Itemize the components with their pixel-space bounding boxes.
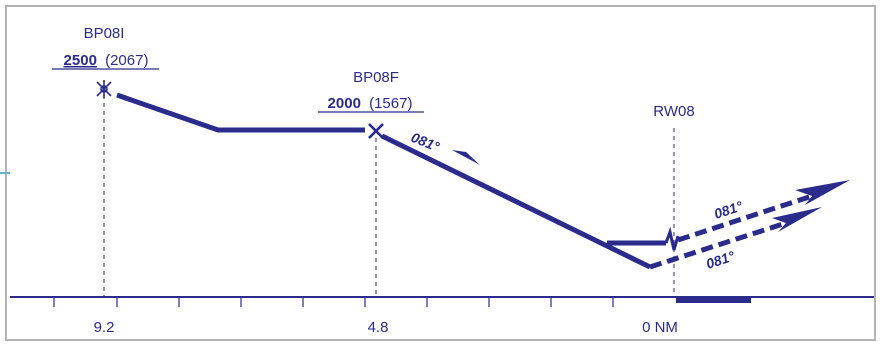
threshold-zigzag-icon [664, 226, 680, 251]
if-msa: (2067) [105, 52, 148, 69]
final-fix-icon [368, 123, 384, 139]
missed-lower-arrow-icon [772, 207, 822, 232]
if-distance-label: 9.2 [94, 319, 115, 336]
missed-approach-lower-path [649, 220, 787, 270]
runway-name-label: RW08 [653, 103, 694, 120]
left-edge-marker [0, 172, 10, 174]
ff-name-label: BP08F [353, 69, 399, 86]
flyover-fix-icon [96, 80, 112, 98]
missed-upper-arrow-icon [795, 180, 850, 205]
intermediate-segment [116, 92, 365, 133]
distance-axis-ticks [53, 297, 614, 307]
if-name-label: BP08I [84, 25, 125, 42]
ff-distance-label: 4.8 [368, 319, 389, 336]
missed-lower-track-label: 081° [704, 248, 737, 272]
missed-approach-upper-path [677, 193, 813, 243]
if-altitude-line: 2500 (2067) [64, 52, 149, 69]
final-track-arrow-icon [452, 150, 480, 165]
ff-msa: (1567) [369, 95, 412, 112]
ff-altitude-line: 2000 (1567) [328, 95, 413, 112]
final-approach-segment [380, 133, 652, 270]
ff-altitude: 2000 [328, 95, 361, 112]
runway-distance-label: 0 NM [642, 319, 678, 336]
runway-bar [676, 297, 751, 303]
if-altitude: 2500 [64, 52, 97, 69]
